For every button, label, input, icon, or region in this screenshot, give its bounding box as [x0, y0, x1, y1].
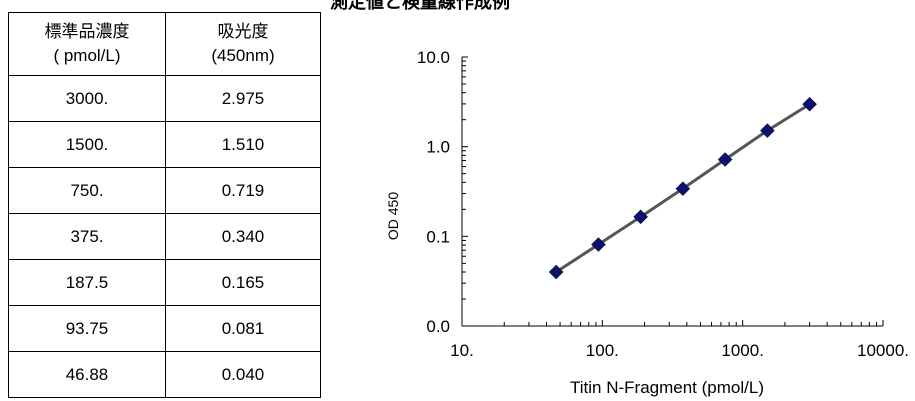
cell-absorbance: 1.510: [165, 121, 321, 168]
chart-series: [548, 96, 817, 280]
cell-absorbance: 0.340: [165, 213, 321, 260]
cell-concentration: 1500.: [8, 121, 166, 168]
cell-concentration: 375.: [8, 213, 166, 260]
data-point: [633, 209, 648, 225]
chart-ticks: [461, 56, 884, 327]
data-point: [802, 96, 817, 112]
cell-absorbance: 0.165: [165, 259, 321, 306]
x-axis-label: Titin N-Fragment (pmol/L): [570, 378, 764, 397]
x-tick-label: 100.: [586, 341, 619, 360]
chart-tick-labels: 10. 100. 1000. 10000. 0.0 0.1 1.0 10.0: [417, 48, 909, 360]
calibration-chart: 10. 100. 1000. 10000. 0.0 0.1 1.0 10.0 Titin N-…: [385, 48, 909, 397]
data-point: [717, 152, 733, 167]
header-concentration-line1: 標準品濃度: [44, 22, 130, 41]
cell-absorbance: 0.081: [165, 305, 321, 352]
cell-absorbance: 0.040: [165, 351, 321, 398]
cell-concentration: 46.88: [8, 351, 166, 398]
table-row: 1500. 1.510: [8, 121, 321, 168]
y-tick-label: 10.0: [417, 48, 450, 67]
y-tick-label: 1.0: [426, 138, 450, 157]
cell-concentration: 93.75: [8, 305, 166, 352]
cell-concentration: 187.5: [8, 259, 166, 306]
standard-table: 標準品濃度 ( pmol/L) 吸光度 (450nm) 3000. 2.975 1…: [8, 12, 321, 398]
cell-concentration: 750.: [8, 167, 166, 214]
table-row: 187.5 0.165: [8, 259, 321, 306]
table-header-row: 標準品濃度 ( pmol/L) 吸光度 (450nm): [8, 12, 321, 76]
table-row: 93.75 0.081: [8, 305, 321, 352]
table-row: 375. 0.340: [8, 213, 321, 260]
x-tick-label: 1000.: [721, 341, 764, 360]
data-point: [675, 181, 691, 197]
header-absorbance-line2: (450nm): [211, 46, 275, 65]
table-row: 750. 0.719: [8, 167, 321, 214]
cell-concentration: 3000.: [8, 75, 166, 122]
x-tick-label: 10000.: [857, 341, 909, 360]
y-tick-label: 0.1: [426, 227, 450, 246]
header-concentration: 標準品濃度 ( pmol/L): [8, 12, 166, 76]
table-row: 3000. 2.975: [8, 75, 321, 122]
header-absorbance-line1: 吸光度: [217, 22, 269, 41]
header-absorbance: 吸光度 (450nm): [165, 12, 321, 76]
data-point: [548, 264, 564, 280]
header-concentration-line2: ( pmol/L): [53, 46, 121, 65]
cell-absorbance: 0.719: [165, 167, 321, 214]
chart-axes: [461, 57, 883, 327]
x-tick-label: 10.: [450, 341, 474, 360]
y-axis-label: OD 450: [385, 192, 401, 240]
y-tick-label: 0.0: [426, 317, 450, 336]
table-row: 46.88 0.040: [8, 351, 321, 398]
data-point: [591, 237, 606, 252]
data-point: [760, 123, 775, 138]
cell-absorbance: 2.975: [165, 75, 321, 122]
header-fragment: 測定値と検量線作成例: [330, 0, 510, 13]
